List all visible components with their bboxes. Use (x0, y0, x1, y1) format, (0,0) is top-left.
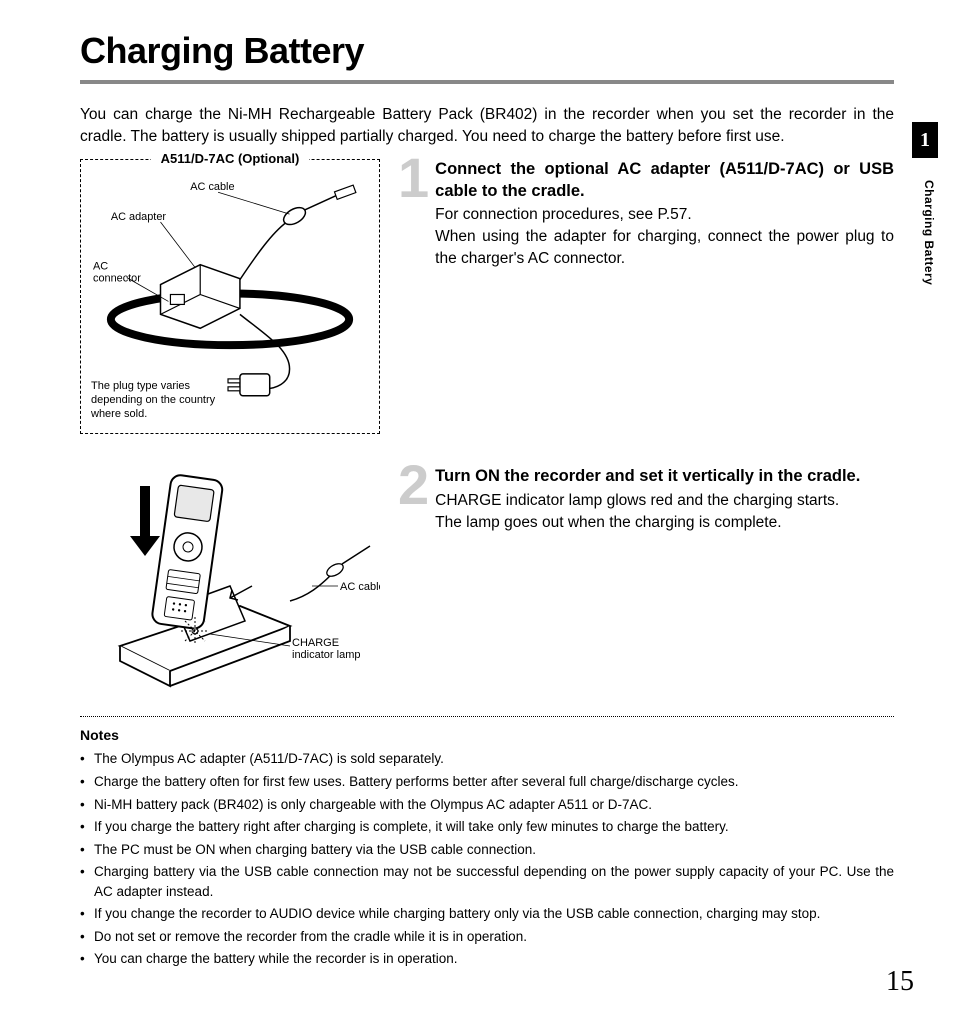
row-step-2: AC cable CHARGE indicator lamp 2 Turn ON… (80, 442, 894, 696)
step1-body: For connection procedures, see P.57.When… (435, 204, 894, 269)
label-charge-lamp-2: indicator lamp (292, 649, 360, 661)
intro-paragraph: You can charge the Ni-MH Rechargeable Ba… (80, 104, 894, 147)
step2-heading: Turn ON the recorder and set it vertical… (435, 466, 894, 487)
label-ac-connector-1: AC (93, 261, 108, 273)
label-charge-lamp-1: CHARGE (292, 637, 339, 649)
note-item: Charge the battery often for first few u… (80, 772, 894, 792)
label-ac-cable-2: AC cable (340, 581, 380, 593)
margin-section-title: Charging Battery (922, 180, 936, 285)
label-ac-connector-2: connector (93, 273, 141, 285)
step1-text-col: 1 Connect the optional AC adapter (A511/… (398, 159, 894, 434)
label-ac-cable-1: AC cable (190, 182, 234, 194)
adapter-dashed-box: A511/D-7AC (Optional) (80, 159, 380, 434)
step1-number: 1 (398, 153, 429, 434)
cradle-svg: AC cable CHARGE indicator lamp (80, 456, 380, 696)
diagram-adapter: A511/D-7AC (Optional) (80, 159, 380, 434)
notes-list: The Olympus AC adapter (A511/D-7AC) is s… (80, 749, 894, 969)
note-item: Do not set or remove the recorder from t… (80, 927, 894, 947)
page-title: Charging Battery (80, 30, 894, 72)
note-item: The PC must be ON when charging battery … (80, 840, 894, 860)
diagram-cradle: AC cable CHARGE indicator lamp (80, 442, 380, 696)
note-item: If you change the recorder to AUDIO devi… (80, 904, 894, 924)
note-item: Charging battery via the USB cable conne… (80, 862, 894, 901)
note-item: You can charge the battery while the rec… (80, 949, 894, 969)
dotted-separator (80, 716, 894, 717)
title-rule (80, 80, 894, 84)
label-ac-adapter: AC adapter (111, 211, 167, 223)
note-item: The Olympus AC adapter (A511/D-7AC) is s… (80, 749, 894, 769)
step2-number: 2 (398, 460, 429, 696)
step1-heading: Connect the optional AC adapter (A511/D-… (435, 159, 894, 202)
plug-note: The plug type varies depending on the co… (91, 380, 221, 421)
row-step-1: A511/D-7AC (Optional) (80, 159, 894, 434)
page-number: 15 (886, 966, 914, 998)
step2-text-col: 2 Turn ON the recorder and set it vertic… (398, 442, 894, 696)
adapter-box-title: A511/D-7AC (Optional) (151, 151, 310, 166)
note-item: If you charge the battery right after ch… (80, 817, 894, 837)
notes-heading: Notes (80, 727, 894, 743)
chapter-tab: 1 (912, 122, 938, 158)
note-item: Ni-MH battery pack (BR402) is only charg… (80, 795, 894, 815)
step2-body: CHARGE indicator lamp glows red and the … (435, 490, 894, 533)
